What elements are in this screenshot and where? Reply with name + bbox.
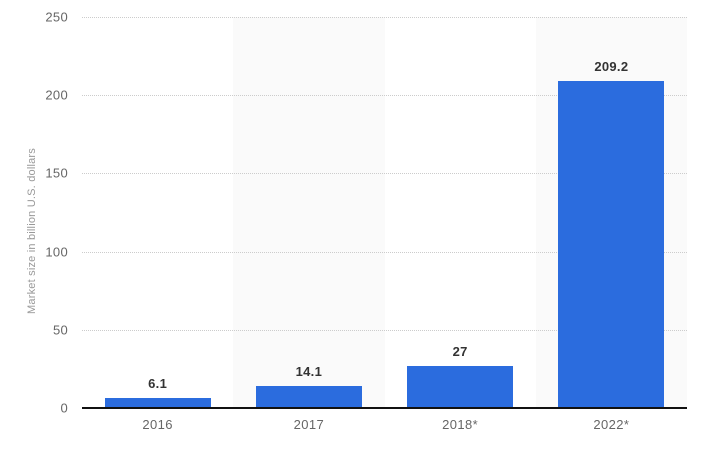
chart-column-2018*: 27 <box>385 17 536 408</box>
y-axis: 0 50 100 150 200 250 <box>0 10 68 416</box>
chart-column-2017: 14.1 <box>233 17 384 408</box>
x-tick-label-2017: 2017 <box>293 417 325 432</box>
x-tick-label-2018*: 2018* <box>442 417 479 432</box>
y-tick-label-0: 0 <box>60 400 68 416</box>
bar-value-label-2016: 6.1 <box>148 376 168 392</box>
x-tick-label-2022*: 2022* <box>593 417 630 432</box>
y-tick-label-100: 100 <box>45 244 68 260</box>
bar-value-label-2017: 14.1 <box>295 363 323 379</box>
y-tick-label-50: 50 <box>52 322 68 338</box>
bar-2016[interactable] <box>104 398 211 408</box>
bar-value-label-2022*: 209.2 <box>594 58 629 74</box>
y-tick-label-250: 250 <box>45 9 68 25</box>
bar-2022*[interactable] <box>558 80 665 408</box>
y-tick-label-200: 200 <box>45 87 68 103</box>
bar-value-label-2018*: 27 <box>452 343 468 359</box>
bar-2017[interactable] <box>255 385 362 408</box>
chart-column-2016: 6.1 <box>82 17 233 408</box>
x-axis-labels: 2016 2017 2018* 2022* <box>82 417 687 435</box>
y-tick-label-150: 150 <box>45 165 68 181</box>
bar-2018*[interactable] <box>407 365 514 408</box>
gridline-100 <box>82 251 687 253</box>
column-band <box>233 17 385 408</box>
gridline-200 <box>82 95 687 97</box>
gridline-150 <box>82 173 687 175</box>
gridline-50 <box>82 329 687 331</box>
x-tick-label-2016: 2016 <box>142 417 173 432</box>
plot-area: 6.1 14.1 27 209.2 <box>82 17 687 409</box>
chart-column-2022*: 209.2 <box>536 17 687 408</box>
x-axis-line <box>82 407 687 409</box>
gridline-250 <box>82 17 687 18</box>
